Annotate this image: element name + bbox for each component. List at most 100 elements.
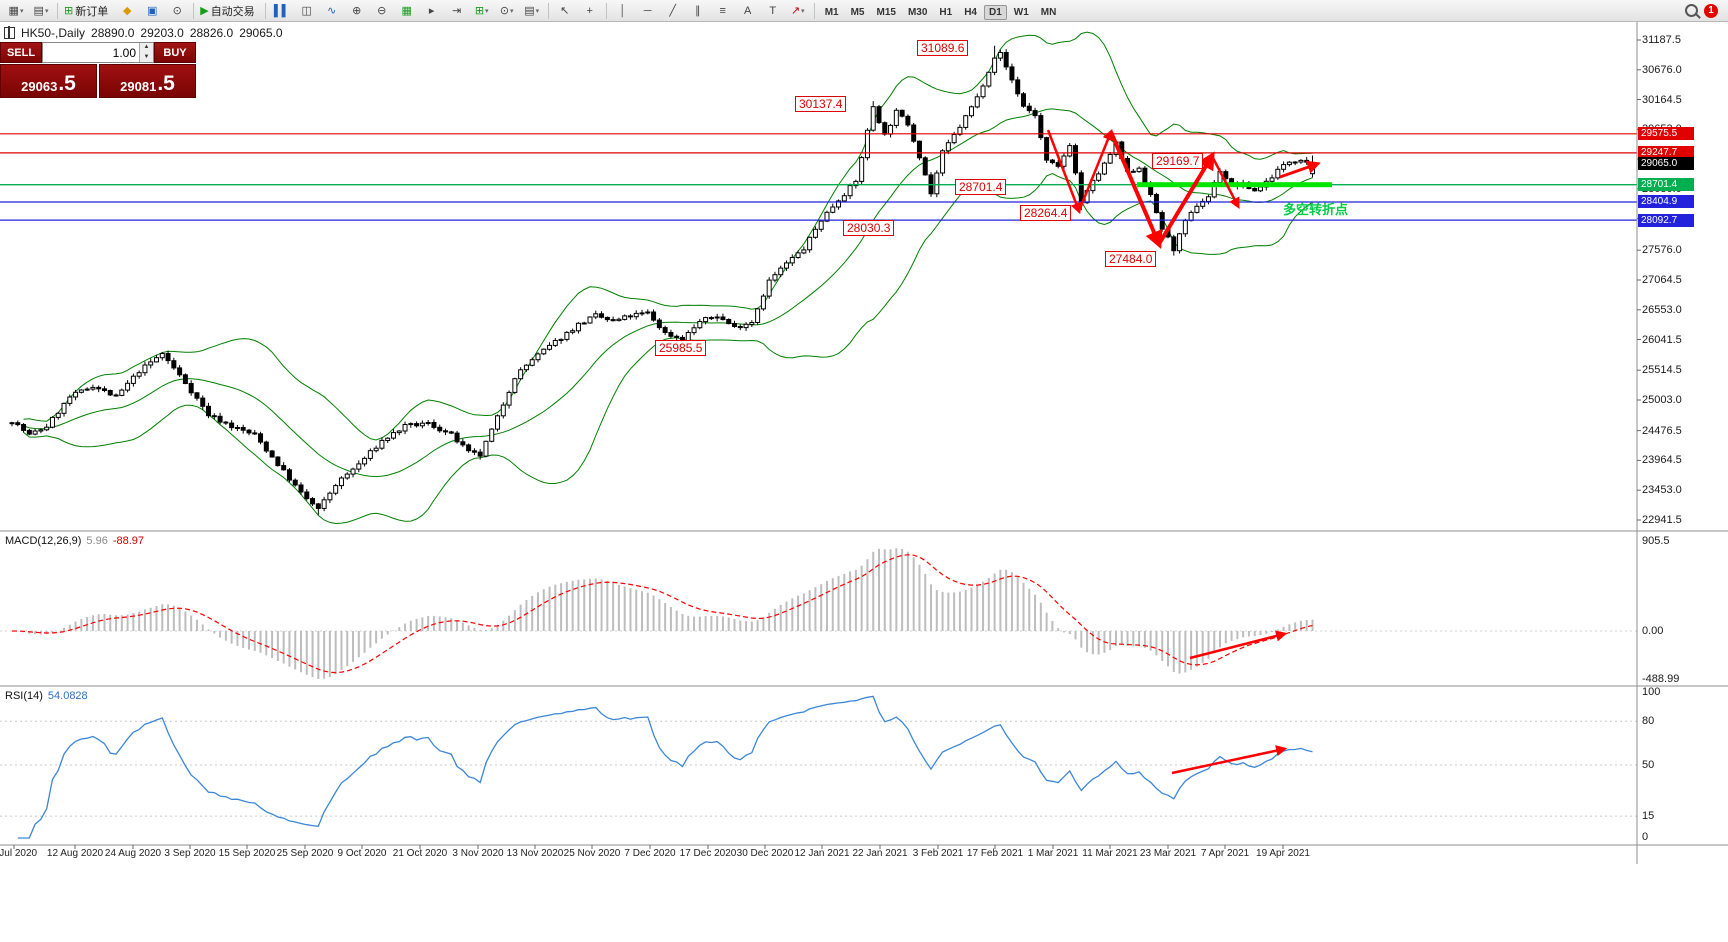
- tester-icon: ⊙: [172, 4, 182, 17]
- indicators-button[interactable]: ⊞ ▾: [470, 2, 494, 20]
- new-chart-button[interactable]: ▦ ▾: [4, 2, 28, 20]
- support-band: [1137, 182, 1332, 188]
- timeframe-button-m15[interactable]: M15: [876, 6, 896, 18]
- indicators-icon: ⊞: [474, 4, 485, 17]
- toolbar-separator: [57, 2, 58, 19]
- label-icon: T: [769, 4, 777, 17]
- trendline-icon: ╱: [669, 4, 676, 17]
- toolbar-right-group: 1: [1685, 3, 1724, 18]
- toolbar-separator: [605, 2, 607, 19]
- play-icon: ▶: [200, 4, 209, 17]
- timeframe-button-m1[interactable]: M1: [824, 6, 839, 18]
- zoom-in-icon: ⊕: [352, 4, 362, 17]
- timeframe-button-m5[interactable]: M5: [850, 6, 865, 18]
- cursor-icon: ↖: [560, 4, 570, 17]
- volume-spinner[interactable]: ▲ ▼: [139, 43, 153, 62]
- new-order-button[interactable]: ⊞ 新订单: [62, 2, 114, 20]
- chevron-down-icon: ▾: [801, 7, 805, 15]
- metaeditor-icon: ◆: [122, 4, 132, 17]
- chevron-down-icon: ▾: [535, 7, 540, 15]
- buy-price-frac: .5: [157, 72, 175, 95]
- autotrading-button[interactable]: ▶ 自动交易: [198, 2, 260, 20]
- trend-zigzag-arrows[interactable]: [1046, 128, 1240, 249]
- search-icon[interactable]: [1685, 4, 1698, 17]
- text-icon: A: [744, 4, 752, 17]
- macd-trend-arrow[interactable]: [1189, 630, 1288, 660]
- toolbar-separator: [264, 2, 266, 19]
- timeframe-button-mn[interactable]: MN: [1040, 6, 1057, 18]
- bar-low: 28826.0: [189, 26, 234, 40]
- templates-button[interactable]: ▤ ▾: [520, 2, 544, 20]
- bar-open: 28890.0: [91, 26, 135, 40]
- auto-scroll-icon: ▸: [428, 4, 435, 17]
- clock-icon: ⊙: [499, 4, 510, 17]
- timeframe-group: M1 M5 M15 M30 H1 H4 D1 W1 MN: [819, 2, 1063, 20]
- terminal-button[interactable]: ▣: [140, 2, 164, 20]
- zoom-out-icon: ⊖: [377, 4, 387, 17]
- channel-icon: ∥: [694, 4, 701, 17]
- terminal-icon: ▣: [147, 4, 158, 17]
- horizontal-line-button[interactable]: ─: [636, 2, 660, 20]
- sell-button[interactable]: SELL: [0, 42, 42, 63]
- chart-shift-button[interactable]: ⇥: [445, 2, 469, 20]
- spinner-down-icon[interactable]: ▼: [140, 52, 153, 62]
- candle-chart-button[interactable]: ◫: [295, 2, 319, 20]
- spinner-up-icon[interactable]: ▲: [140, 43, 153, 53]
- sell-price-button[interactable]: 29063 .5: [0, 64, 97, 98]
- zoom-in-button[interactable]: ⊕: [345, 2, 369, 20]
- candle-chart-icon: ◫: [301, 4, 312, 17]
- bar-chart-icon: ▌▌: [273, 4, 290, 17]
- sell-price-frac: .5: [58, 72, 76, 95]
- bar-chart-button[interactable]: ▌▌: [270, 2, 294, 20]
- chevron-down-icon: ▾: [19, 7, 24, 15]
- profiles-button[interactable]: ▤ ▾: [29, 2, 53, 20]
- timeframe-button-h1[interactable]: H1: [939, 6, 953, 18]
- timeframe-button-h4[interactable]: H4: [964, 6, 977, 18]
- one-click-trading-panel: SELL 1.00 ▲ ▼ BUY 29063 .5 29081 .5: [0, 42, 196, 98]
- new-order-icon: ⊞: [64, 4, 74, 17]
- line-chart-icon: ∿: [327, 4, 337, 17]
- tester-button[interactable]: ⊙: [165, 2, 189, 20]
- breakout-arrow[interactable]: [1279, 160, 1321, 179]
- cursor-button[interactable]: ↖: [553, 2, 577, 20]
- candlestick-series: [9, 45, 1315, 515]
- text-tool-button[interactable]: A: [736, 2, 760, 20]
- channel-button[interactable]: ∥: [686, 2, 710, 20]
- timeframe-button-w1[interactable]: W1: [1013, 6, 1029, 18]
- line-chart-button[interactable]: ∿: [320, 2, 344, 20]
- volume-field[interactable]: 1.00 ▲ ▼: [42, 42, 154, 63]
- toolbar-separator: [813, 2, 815, 19]
- vertical-line-icon: │: [619, 4, 627, 17]
- tile-windows-button[interactable]: ▦: [395, 2, 419, 20]
- buy-price-main: 29081: [120, 79, 157, 94]
- periods-button[interactable]: ⊙ ▾: [495, 2, 519, 20]
- timeframe-button-d1[interactable]: D1: [984, 4, 1007, 20]
- buy-price-button[interactable]: 29081 .5: [99, 64, 196, 98]
- zoom-out-button[interactable]: ⊖: [370, 2, 394, 20]
- macd-panel: [0, 548, 1637, 679]
- crosshair-button[interactable]: +: [578, 2, 602, 20]
- vertical-line-button[interactable]: │: [611, 2, 635, 20]
- tile-windows-icon: ▦: [401, 4, 412, 17]
- buy-button[interactable]: BUY: [154, 42, 196, 63]
- trendline-button[interactable]: ╱: [661, 2, 685, 20]
- label-tool-button[interactable]: T: [761, 2, 785, 20]
- metaeditor-button[interactable]: ◆: [115, 2, 139, 20]
- horizontal-line-objects: [0, 133, 1637, 221]
- bar-close: 29065.0: [239, 26, 283, 40]
- autotrading-label: 自动交易: [210, 5, 255, 18]
- notification-badge[interactable]: 1: [1704, 3, 1718, 18]
- toolbar: ▦ ▾ ▤ ▾ ⊞ 新订单 ◆ ▣ ⊙ ▶ 自动交易 ▌▌ ◫ ∿ ⊕ ⊖ ▦ ▸ ⇥ …: [0, 0, 1728, 22]
- chevron-down-icon: ▾: [44, 7, 49, 15]
- fibonacci-button[interactable]: ≡: [711, 2, 735, 20]
- volume-value[interactable]: 1.00: [112, 45, 136, 60]
- timeframe-button-m30[interactable]: M30: [907, 6, 928, 18]
- chart-symbol-period: HK50-,Daily: [21, 26, 86, 40]
- auto-scroll-button[interactable]: ▸: [420, 2, 444, 20]
- chevron-down-icon: ▾: [510, 7, 514, 15]
- arrows-tool-button[interactable]: ↗ ▾: [786, 2, 810, 20]
- chevron-down-icon: ▾: [485, 7, 489, 15]
- rsi-trend-arrow[interactable]: [1171, 745, 1288, 775]
